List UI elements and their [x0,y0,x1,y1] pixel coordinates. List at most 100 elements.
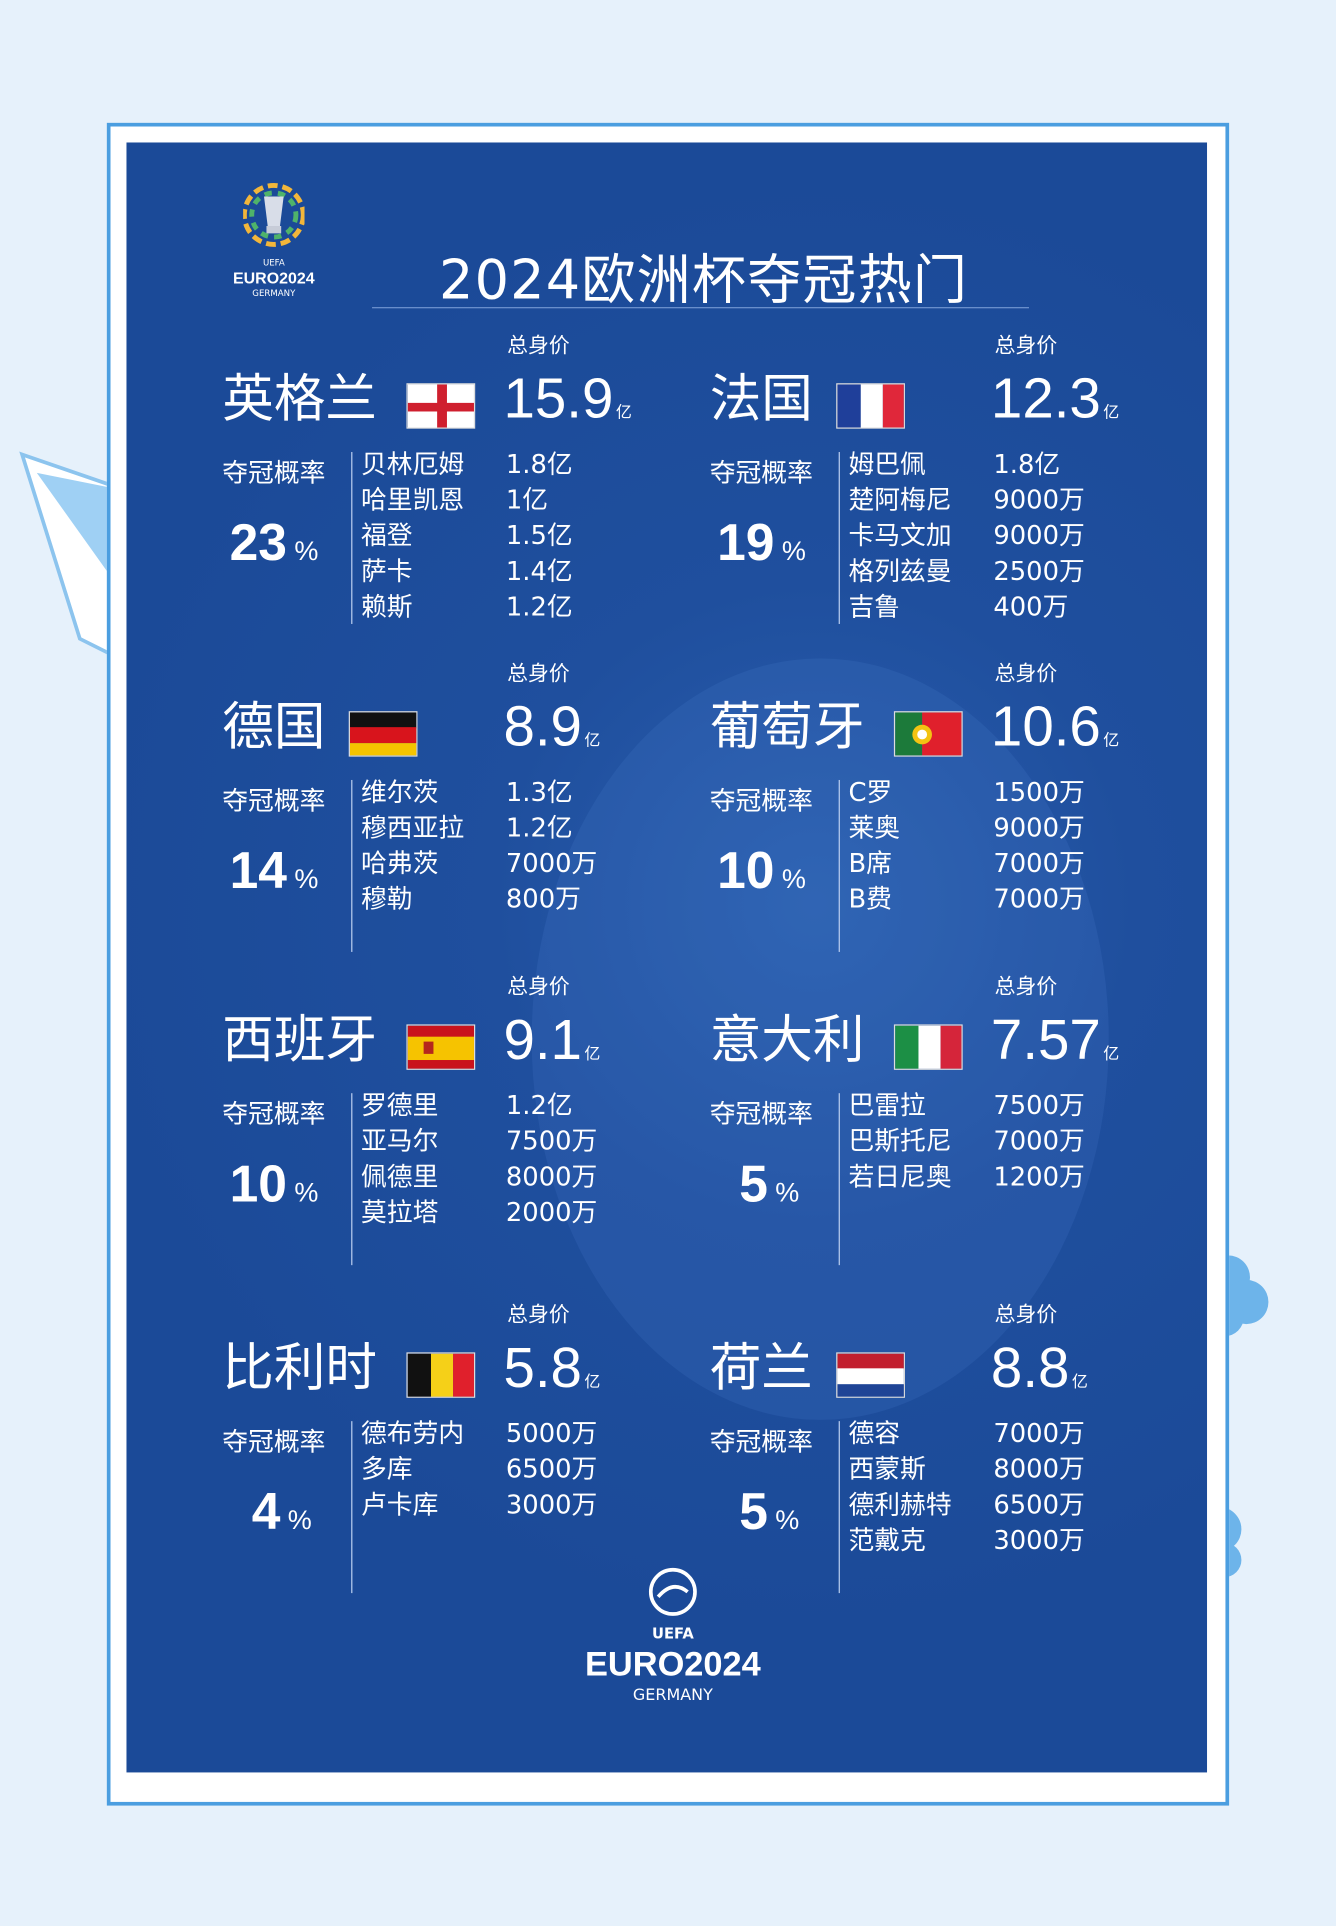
win-probability-number: 19 [717,513,775,572]
player-name: C罗 [848,777,893,807]
logo-sub: GERMANY [252,288,296,299]
player-name: 萨卡 [361,556,413,586]
win-probability-label: 夺冠概率 [222,786,326,816]
player-value: 1.8亿 [993,449,1061,480]
total-value-number: 8.9 [503,693,582,758]
player-name: 德布劳内 [361,1418,465,1449]
win-probability: 5% [739,1483,799,1551]
spain-flag-icon [406,1024,476,1070]
player-value: 1.2亿 [505,813,573,843]
player-value: 1亿 [505,485,549,515]
win-probability: 23% [230,513,319,581]
win-probability-number: 10 [717,841,775,900]
player-name: 佩德里 [361,1161,439,1192]
team-name: 英格兰 [222,368,377,429]
divider [351,452,353,624]
total-value-label: 总身价 [507,662,570,687]
player-row: 萨卡 1.4亿 [361,554,573,590]
logo-org: UEFA [651,1625,694,1643]
player-row: 维尔茨 1.3亿 [361,775,597,811]
player-row: 莱奥 9000万 [848,811,1084,847]
player-value: 7000万 [993,1126,1085,1156]
player-row: 卢卡库 3000万 [361,1487,597,1523]
trophy-icon [241,183,306,247]
total-value-number: 10.6 [990,693,1101,758]
total-value: 8.9 亿 [503,694,600,774]
player-row: C罗 1500万 [848,775,1084,811]
background-logo-watermark [531,658,1109,1420]
player-row: 穆勒 800万 [361,882,597,918]
player-name: 楚阿梅尼 [848,485,952,515]
team-name: 法国 [709,368,813,429]
team-name: 意大利 [709,1009,865,1070]
player-name: 贝林厄姆 [361,449,465,480]
player-name: 西蒙斯 [848,1454,926,1484]
total-value: 8.8 亿 [991,1335,1088,1415]
logo-brand: EURO2024 [584,1644,761,1683]
player-name: 多库 [361,1454,413,1484]
percent-sign: % [294,863,319,895]
unit-label: 亿 [1103,1045,1120,1064]
player-value: 8000万 [505,1161,598,1192]
ball-icon [648,1567,697,1616]
total-value-label: 总身价 [994,334,1058,359]
player-row: 哈里凯恩 1亿 [361,483,573,519]
player-name: 莱奥 [848,813,901,843]
total-value-label: 总身价 [994,1303,1058,1328]
total-value-label: 总身价 [507,975,570,1000]
player-row: 佩德里 8000万 [361,1160,597,1196]
euro2024-logo-bottom: UEFA EURO2024 GERMANY [569,1565,778,1706]
player-row: 卡马文加 9000万 [848,518,1084,554]
win-probability: 19% [717,513,806,581]
player-value: 1.2亿 [505,1090,573,1121]
player-value: 7000万 [993,884,1085,914]
divider [351,779,353,952]
total-value-number: 12.3 [990,366,1101,430]
player-row: 福登 1.5亿 [361,518,573,554]
player-value: 7500万 [993,1090,1085,1121]
player-name: 福登 [361,520,413,551]
divider [351,1093,353,1266]
player-row: 穆西亚拉 1.2亿 [361,811,597,847]
player-name: 穆勒 [361,884,413,914]
player-list: 姆巴佩 1.8亿 楚阿梅尼 9000万 卡马文加 9000万 格列兹曼 2500万 吉鲁 400万 [848,447,1084,625]
player-value: 5000万 [505,1418,598,1449]
win-probability-number: 23 [229,513,287,572]
percent-sign: % [294,535,319,567]
player-name: 莫拉塔 [361,1197,439,1228]
player-row: B费 7000万 [848,882,1084,918]
player-value: 2000万 [505,1197,598,1228]
player-value: 9000万 [993,520,1085,551]
win-probability: 10% [230,1155,319,1223]
player-name: B席 [848,848,892,879]
team-name: 荷兰 [709,1337,813,1398]
player-name: 德容 [848,1418,901,1449]
total-value: 15.9 亿 [503,366,631,446]
italy-flag-icon [893,1024,963,1070]
win-probability: 5% [739,1155,799,1223]
player-value: 1.2亿 [505,592,573,622]
win-probability-label: 夺冠概率 [709,458,813,488]
unit-label: 亿 [584,1373,601,1392]
team-card-england: 英格兰 总身价 15.9 亿 夺冠概率 23% 贝林厄姆 1.8亿 哈里凯恩 1亿 福登 1… [222,334,689,639]
player-value: 1.4亿 [505,556,573,586]
player-value: 1.5亿 [505,520,573,551]
win-probability-number: 5 [739,1482,768,1541]
player-row: 西蒙斯 8000万 [848,1452,1084,1488]
team-name: 德国 [222,696,326,757]
team-card-belgium: 比利时 总身价 5.8 亿 夺冠概率 4% 德布劳内 5000万 多库 6500万 卢卡库… [222,1303,689,1608]
percent-sign: % [287,1504,312,1536]
player-value: 1.3亿 [505,777,573,807]
player-value: 9000万 [993,813,1085,843]
player-name: 德利赫特 [848,1489,952,1520]
player-name: 维尔茨 [361,777,439,807]
logo-brand: EURO2024 [232,268,315,288]
win-probability: 10% [717,841,806,909]
player-list: 维尔茨 1.3亿 穆西亚拉 1.2亿 哈弗茨 7000万 穆勒 800万 [361,775,597,917]
total-value-label: 总身价 [994,662,1058,687]
player-row: 亚马尔 7500万 [361,1124,597,1160]
win-probability-label: 夺冠概率 [222,1099,326,1129]
player-row: 格列兹曼 2500万 [848,554,1084,590]
percent-sign: % [775,1504,800,1536]
win-probability-label: 夺冠概率 [222,458,326,488]
